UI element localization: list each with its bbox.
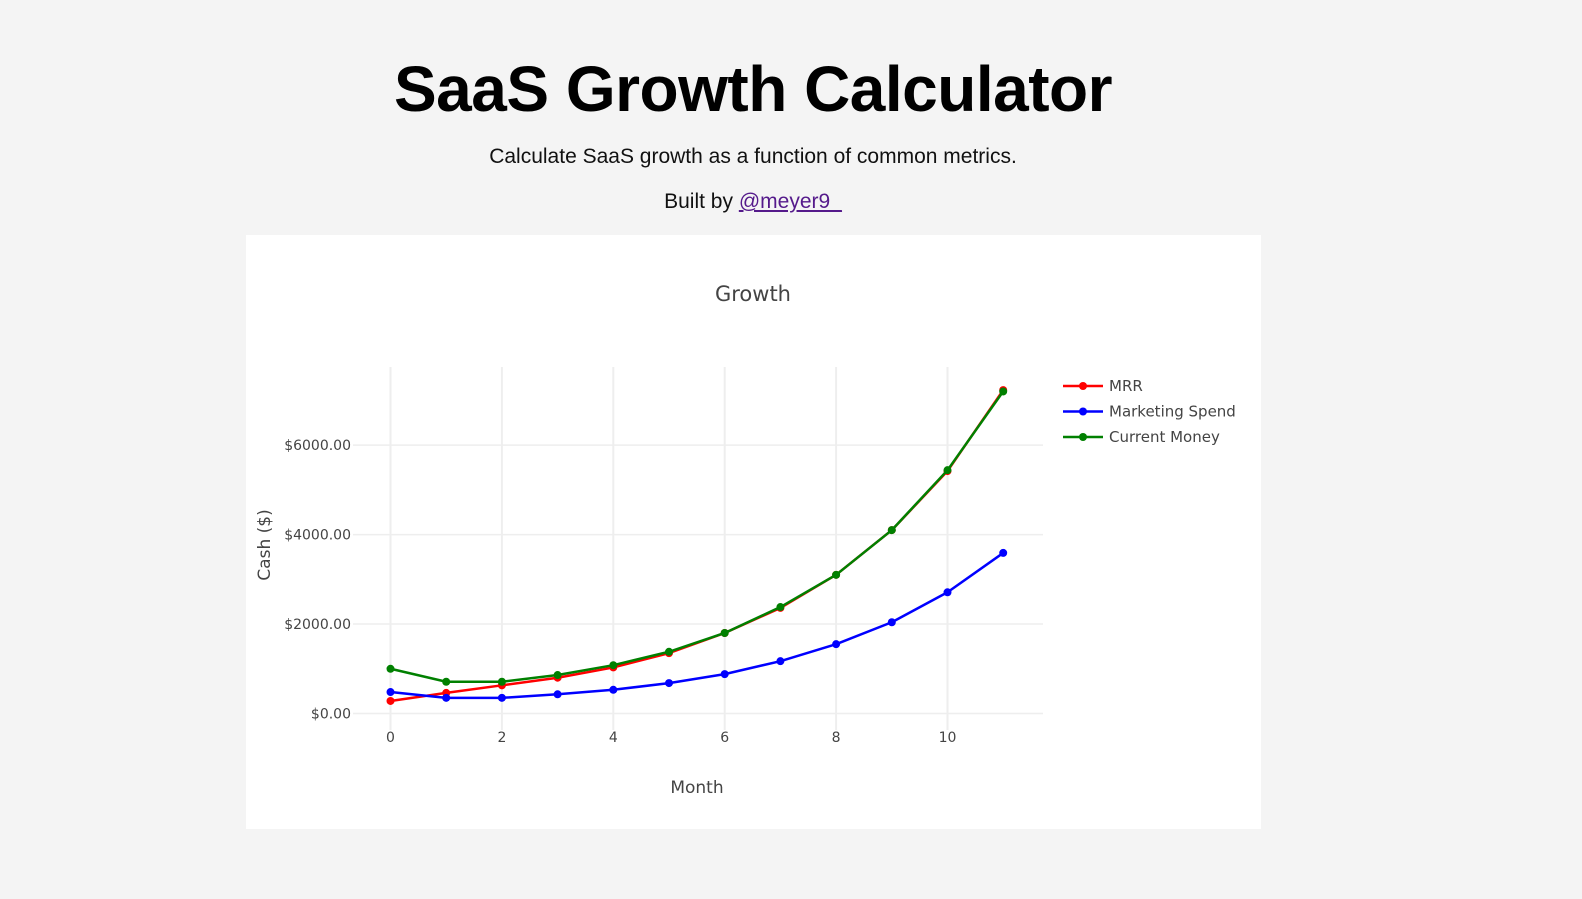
data-point[interactable]	[832, 570, 841, 579]
data-point[interactable]	[887, 526, 896, 535]
y-tick-label: $6000.00	[284, 438, 351, 454]
legend-marker-icon	[1079, 433, 1087, 441]
data-point[interactable]	[665, 679, 673, 688]
data-point[interactable]	[609, 661, 618, 670]
data-point[interactable]	[442, 677, 451, 686]
series-marketing-spend[interactable]	[386, 548, 1008, 702]
chart-legend[interactable]: MRR Marketing Spend Current Money	[1063, 377, 1236, 446]
legend-label: Marketing Spend	[1109, 403, 1236, 421]
y-tick-label: $4000.00	[284, 528, 351, 544]
data-point[interactable]	[999, 548, 1008, 557]
x-tick-label: 10	[939, 730, 957, 746]
legend-label: MRR	[1109, 377, 1143, 395]
x-tick-label: 6	[720, 730, 729, 746]
x-tick-label: 4	[609, 730, 618, 746]
data-point[interactable]	[609, 685, 618, 694]
data-point[interactable]	[720, 670, 729, 679]
data-point[interactable]	[386, 664, 395, 673]
data-point[interactable]	[776, 603, 785, 612]
chart-grid	[353, 367, 1043, 730]
data-point[interactable]	[943, 588, 952, 597]
data-point[interactable]	[386, 696, 395, 705]
author-link[interactable]: @meyer9_	[738, 190, 842, 213]
x-tick-label: 2	[497, 730, 506, 746]
page-title: SaaS Growth Calculator	[393, 53, 1113, 125]
chart-series	[386, 386, 1008, 705]
series-mrr[interactable]	[386, 386, 1008, 705]
series-line	[390, 390, 1005, 683]
data-point[interactable]	[665, 647, 673, 656]
built-by-prefix: Built by	[664, 190, 739, 213]
page-subtitle: Calculate SaaS growth as a function of c…	[489, 145, 1017, 168]
x-tick-label: 8	[832, 730, 841, 746]
growth-chart[interactable]: Growth $0.00 $2000.00 $4000.00 $6000.00 0 2 4…	[246, 235, 1261, 829]
x-axis-ticks: 0 2 4 6 8 10	[386, 730, 956, 746]
y-axis-ticks: $0.00 $2000.00 $4000.00 $6000.00	[284, 438, 351, 722]
data-point[interactable]	[776, 657, 785, 666]
data-point[interactable]	[442, 693, 451, 702]
legend-marker-icon	[1079, 407, 1087, 416]
legend-label: Current Money	[1109, 428, 1220, 446]
data-point[interactable]	[386, 688, 395, 697]
y-tick-label: $2000.00	[284, 617, 351, 633]
legend-marker-icon	[1079, 382, 1087, 390]
data-point[interactable]	[553, 671, 562, 680]
chart-title: Growth	[715, 282, 791, 306]
data-point[interactable]	[553, 690, 562, 699]
series-line	[390, 389, 1005, 703]
series-current-money[interactable]	[386, 387, 1008, 686]
legend-item-marketing-spend[interactable]: Marketing Spend	[1063, 403, 1236, 421]
data-point[interactable]	[497, 677, 506, 686]
x-tick-label: 0	[386, 730, 395, 746]
legend-item-mrr[interactable]: MRR	[1063, 377, 1143, 395]
data-point[interactable]	[887, 618, 896, 627]
built-by-line: Built by @meyer9_	[0, 190, 1506, 214]
chart-card: Growth $0.00 $2000.00 $4000.00 $6000.00 0 2 4…	[246, 235, 1261, 829]
series-line	[390, 551, 1004, 700]
data-point[interactable]	[999, 387, 1008, 396]
data-point[interactable]	[497, 693, 506, 702]
x-axis-label: Month	[670, 778, 723, 798]
data-point[interactable]	[832, 640, 841, 649]
y-tick-label: $0.00	[311, 707, 351, 723]
data-point[interactable]	[943, 466, 952, 475]
y-axis-label: Cash ($)	[255, 509, 275, 580]
data-point[interactable]	[720, 628, 729, 637]
legend-item-current-money[interactable]: Current Money	[1063, 428, 1220, 446]
